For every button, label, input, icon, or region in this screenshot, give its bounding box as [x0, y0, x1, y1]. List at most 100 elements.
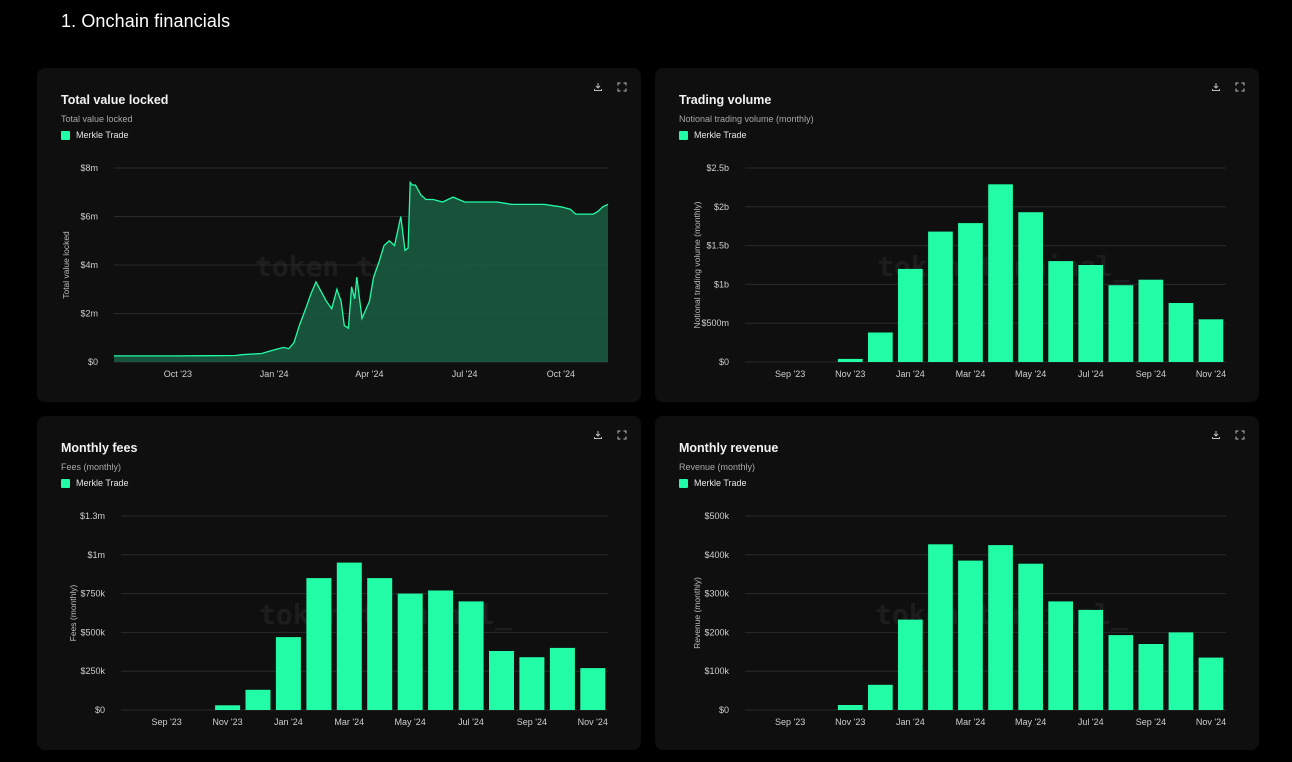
download-icon[interactable] — [593, 82, 603, 92]
legend-swatch — [679, 478, 688, 488]
x-tick-label: Sep '24 — [517, 717, 547, 727]
y-tick-label: $4m — [80, 260, 98, 270]
card-title: Monthly fees — [61, 441, 138, 455]
legend-swatch — [679, 130, 688, 140]
bar — [1108, 635, 1134, 710]
x-tick-label: Sep '23 — [152, 717, 182, 727]
y-tick-label: $1.3m — [80, 511, 105, 521]
page-title: 1. Onchain financials — [61, 11, 231, 31]
bar — [1198, 319, 1224, 362]
bar — [489, 651, 514, 710]
y-tick-label: $6m — [80, 212, 98, 222]
y-axis-title: Total value locked — [61, 231, 71, 299]
x-tick-label: Jul '24 — [458, 717, 484, 727]
y-tick-label: $2m — [80, 309, 98, 319]
legend[interactable]: Merkle Trade — [61, 478, 129, 488]
legend-swatch — [61, 130, 70, 140]
bar — [428, 590, 454, 710]
legend[interactable]: Merkle Trade — [679, 478, 747, 488]
y-tick-label: $0 — [719, 705, 729, 715]
x-tick-label: Sep '23 — [775, 717, 805, 727]
bar — [458, 601, 484, 710]
y-tick-label: $500m — [701, 318, 729, 328]
y-tick-label: $0 — [719, 357, 729, 367]
card-title: Total value locked — [61, 93, 169, 107]
bar — [837, 705, 863, 710]
x-tick-label: Jan '24 — [896, 369, 925, 379]
bar — [397, 593, 423, 710]
card-actions — [1211, 430, 1245, 440]
monthly-revenue-card: Monthly revenue Revenue (monthly) Merkle… — [655, 416, 1259, 750]
legend-label: Merkle Trade — [694, 130, 747, 140]
bar — [1138, 644, 1164, 710]
bar — [336, 562, 362, 710]
x-tick-label: Mar '24 — [956, 369, 986, 379]
y-tick-label: $2b — [714, 202, 729, 212]
expand-icon[interactable] — [1235, 430, 1245, 440]
x-tick-label: May '24 — [395, 717, 426, 727]
bar — [1168, 303, 1194, 362]
trading-volume-chart: token terminal_$0$500m$1b$1.5b$2b$2.5bNo… — [692, 163, 1226, 379]
monthly-revenue-chart: token terminal_$0$100k$200k$300k$400k$50… — [692, 511, 1226, 727]
download-icon[interactable] — [1211, 82, 1221, 92]
x-tick-label: Nov '24 — [1196, 369, 1226, 379]
y-axis-title: Fees (monthly) — [68, 584, 78, 641]
card-title: Monthly revenue — [679, 441, 779, 455]
x-tick-label: Nov '24 — [1196, 717, 1226, 727]
y-tick-label: $250k — [80, 666, 105, 676]
bar — [215, 705, 241, 710]
card-subtitle: Fees (monthly) — [61, 462, 122, 472]
x-tick-label: Nov '23 — [212, 717, 242, 727]
x-tick-label: Mar '24 — [956, 717, 986, 727]
x-tick-label: Nov '23 — [835, 369, 865, 379]
monthly-fees-chart: token terminal_$0$250k$500k$750k$1m$1.3m… — [68, 511, 608, 727]
bar — [898, 268, 923, 362]
bar — [519, 657, 545, 710]
bar — [306, 578, 332, 710]
y-tick-label: $750k — [80, 589, 105, 599]
x-tick-label: May '24 — [1015, 369, 1046, 379]
y-tick-label: $0 — [88, 357, 98, 367]
bar — [549, 647, 575, 710]
y-axis-title: Revenue (monthly) — [692, 577, 702, 649]
x-tick-label: Jul '24 — [1078, 717, 1104, 727]
bar — [958, 560, 983, 710]
y-tick-label: $400k — [704, 550, 729, 560]
trading-volume-card: Trading volume Notional trading volume (… — [655, 68, 1259, 402]
x-tick-label: Mar '24 — [334, 717, 364, 727]
area-fill — [114, 182, 608, 362]
download-icon[interactable] — [593, 430, 603, 440]
x-tick-label: Jan '24 — [896, 717, 925, 727]
x-tick-label: Sep '23 — [775, 369, 805, 379]
bar — [1138, 279, 1164, 362]
legend[interactable]: Merkle Trade — [61, 130, 129, 140]
bar — [988, 545, 1013, 710]
y-tick-label: $0 — [95, 705, 105, 715]
y-tick-label: $1.5b — [706, 241, 729, 251]
y-tick-label: $200k — [704, 627, 729, 637]
expand-icon[interactable] — [1235, 82, 1245, 92]
bar — [1048, 261, 1073, 362]
expand-icon[interactable] — [617, 430, 627, 440]
legend[interactable]: Merkle Trade — [679, 130, 747, 140]
card-actions — [593, 82, 627, 92]
expand-icon[interactable] — [617, 82, 627, 92]
y-tick-label: $300k — [704, 589, 729, 599]
bar — [868, 332, 893, 362]
card-subtitle: Revenue (monthly) — [679, 462, 756, 472]
bar — [275, 637, 301, 710]
bar — [868, 684, 893, 710]
bar — [898, 619, 923, 710]
bar — [928, 544, 953, 710]
x-tick-label: Oct '23 — [164, 369, 192, 379]
x-tick-label: May '24 — [1015, 717, 1046, 727]
tvl-card: Total value locked Total value locked Me… — [37, 68, 641, 402]
card-subtitle: Total value locked — [61, 114, 133, 124]
download-icon[interactable] — [1211, 430, 1221, 440]
bar — [367, 578, 393, 710]
card-actions — [593, 430, 627, 440]
y-tick-label: $500k — [80, 627, 105, 637]
bar — [958, 223, 983, 362]
bar — [1078, 265, 1104, 362]
